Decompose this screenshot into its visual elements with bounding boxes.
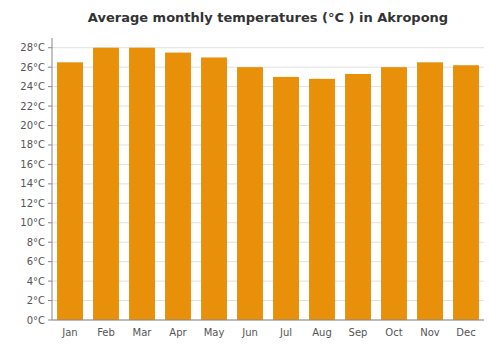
chart: Average monthly temperatures (°C ) in Ak… — [0, 0, 500, 350]
x-tick-label: Jul — [279, 327, 292, 338]
y-tick-label: 4°C — [27, 276, 45, 287]
y-tick-label: 16°C — [20, 159, 45, 170]
y-tick-label: 14°C — [20, 178, 45, 189]
y-tick — [48, 106, 52, 107]
y-tick — [48, 261, 52, 262]
y-tick — [48, 300, 52, 301]
y-tick — [48, 164, 52, 165]
y-tick — [48, 144, 52, 145]
x-tick-label: Sep — [349, 327, 368, 338]
y-tick-label: 8°C — [27, 237, 45, 248]
x-axis: Jan Feb Mar Apr May Jun Jul Aug Sep Oct Nov Dec — [61, 327, 475, 338]
y-tick-label: 28°C — [20, 42, 45, 53]
x-tick-label: Mar — [133, 327, 153, 338]
bar — [129, 48, 155, 320]
x-tick-label: May — [204, 327, 225, 338]
y-tick — [48, 125, 52, 126]
bar — [93, 48, 119, 320]
bar — [417, 62, 443, 320]
bars — [57, 48, 479, 320]
bar — [237, 67, 263, 320]
y-tick-label: 24°C — [20, 81, 45, 92]
y-tick — [48, 86, 52, 87]
x-tick-label: Nov — [420, 327, 440, 338]
y-tick-label: 26°C — [20, 62, 45, 73]
x-tick-label: Feb — [97, 327, 115, 338]
x-tick-label: Apr — [169, 327, 187, 338]
y-tick-label: 0°C — [27, 315, 45, 326]
y-tick — [48, 67, 52, 68]
bar — [309, 79, 335, 320]
y-axis: 0°C 2°C 4°C 6°C 8°C 10°C 12°C 14°C 16°C 18°C 20°C 2… — [20, 42, 52, 325]
bar — [381, 67, 407, 320]
y-tick-label: 22°C — [20, 101, 45, 112]
y-tick-label: 20°C — [20, 120, 45, 131]
x-tick-label: Oct — [385, 327, 402, 338]
y-tick-label: 10°C — [20, 217, 45, 228]
x-tick-label: Aug — [312, 327, 332, 338]
y-tick-label: 12°C — [20, 198, 45, 209]
y-tick-label: 18°C — [20, 139, 45, 150]
grid-line — [52, 320, 484, 321]
bar — [201, 57, 227, 320]
y-tick — [48, 47, 52, 48]
y-tick-label: 2°C — [27, 295, 45, 306]
bar — [57, 62, 83, 320]
x-tick-label: Dec — [456, 327, 475, 338]
y-tick — [48, 183, 52, 184]
grid — [52, 48, 484, 320]
bar — [273, 77, 299, 320]
y-tick — [48, 242, 52, 243]
y-tick — [48, 222, 52, 223]
y-tick — [48, 281, 52, 282]
title: Average monthly temperatures (°C ) in Ak… — [88, 10, 448, 25]
bar — [345, 74, 371, 320]
y-tick — [48, 320, 52, 321]
x-tick-label: Jun — [241, 327, 258, 338]
bar — [453, 65, 479, 320]
x-tick-label: Jan — [61, 327, 77, 338]
x-axis-line — [52, 320, 484, 321]
bar — [165, 53, 191, 320]
y-tick — [48, 203, 52, 204]
y-tick-label: 6°C — [27, 256, 45, 267]
y-axis-line — [52, 38, 53, 320]
